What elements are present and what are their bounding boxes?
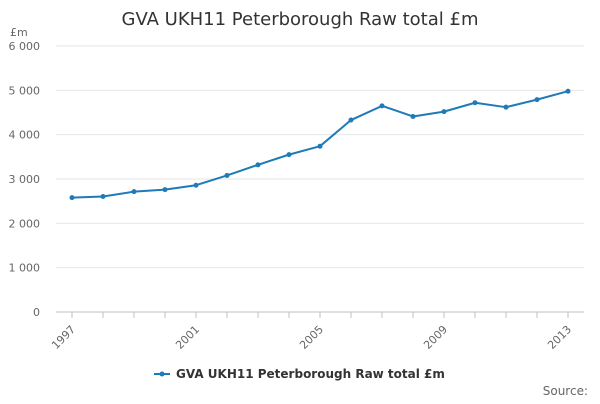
- y-tick-label: 4 000: [9, 129, 41, 142]
- data-point[interactable]: [565, 88, 571, 94]
- y-tick-label: 5 000: [9, 84, 41, 97]
- y-tick-label: 0: [33, 306, 40, 319]
- data-point[interactable]: [255, 162, 261, 168]
- data-point[interactable]: [534, 97, 540, 103]
- data-point[interactable]: [317, 143, 323, 149]
- data-point[interactable]: [410, 113, 416, 119]
- data-point[interactable]: [348, 117, 354, 123]
- y-tick-label: 2 000: [9, 217, 41, 230]
- source-label: Source:: [543, 384, 588, 398]
- x-tick-label: 2001: [173, 323, 202, 352]
- chart-title: GVA UKH11 Peterborough Raw total £m: [122, 9, 479, 30]
- data-point[interactable]: [503, 104, 509, 110]
- legend[interactable]: GVA UKH11 Peterborough Raw total £m: [154, 367, 445, 381]
- axes: 0 1 000 2 000 3 000 4 000 5 000 6 000 1997 2001 2…: [9, 40, 584, 352]
- data-point[interactable]: [379, 103, 385, 109]
- data-point[interactable]: [100, 194, 106, 200]
- data-point[interactable]: [69, 195, 75, 201]
- data-point[interactable]: [224, 172, 230, 178]
- data-point[interactable]: [286, 152, 292, 158]
- legend-marker-icon: [159, 371, 165, 377]
- series-layer: [69, 88, 571, 201]
- x-tick-label: 1997: [49, 323, 78, 352]
- y-tick-label: 3 000: [9, 173, 41, 186]
- data-point[interactable]: [131, 189, 137, 195]
- x-tick-label: 2009: [421, 323, 450, 352]
- data-point[interactable]: [441, 109, 447, 115]
- x-tick-label: 2013: [545, 323, 574, 352]
- x-tick-label: 2005: [297, 323, 326, 352]
- legend-item-label[interactable]: GVA UKH11 Peterborough Raw total £m: [176, 367, 445, 381]
- data-point[interactable]: [193, 182, 199, 188]
- y-tick-label: 6 000: [9, 40, 41, 53]
- y-axis-unit-label: £m: [10, 26, 28, 39]
- y-tick-label: 1 000: [9, 262, 41, 275]
- gridlines: [56, 45, 584, 269]
- data-point[interactable]: [472, 100, 478, 106]
- data-point[interactable]: [162, 187, 168, 193]
